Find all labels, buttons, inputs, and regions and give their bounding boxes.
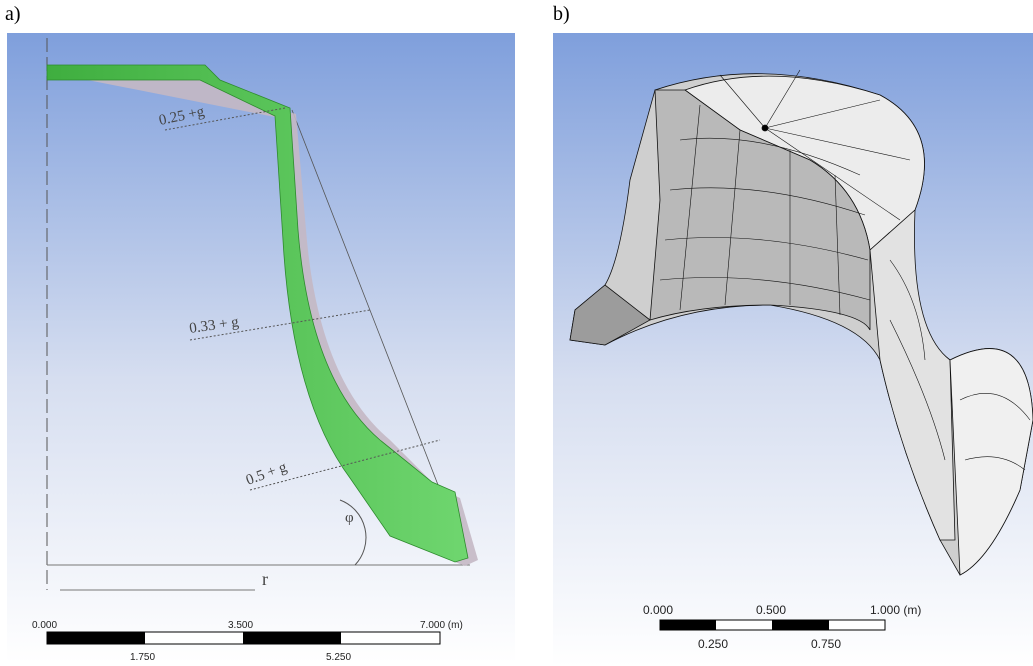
scale-label: 3.500 <box>228 620 253 631</box>
scale-bar <box>660 620 885 630</box>
scale-label: 7.000 (m) <box>420 620 463 631</box>
scale-label: 0.000 <box>32 620 57 631</box>
scale-label: 0.250 <box>698 637 728 651</box>
scale-bar <box>47 632 440 644</box>
scale-label: 1.750 <box>130 652 155 663</box>
scale-label: 0.000 <box>643 603 673 617</box>
panel-background <box>7 33 515 663</box>
panel-label: a) <box>5 3 21 25</box>
figure: a) 0.25 +g 0.33 + g 0.5 + g φ r 0.000 3.… <box>0 0 1033 666</box>
annotation: r <box>262 569 268 589</box>
panel-label: b) <box>553 3 570 25</box>
scale-label: 0.750 <box>811 637 841 651</box>
scale-label: 5.250 <box>326 652 351 663</box>
annotation: φ <box>345 510 354 526</box>
scale-label: 0.500 <box>756 603 786 617</box>
scale-label: 1.000 (m) <box>870 603 921 617</box>
